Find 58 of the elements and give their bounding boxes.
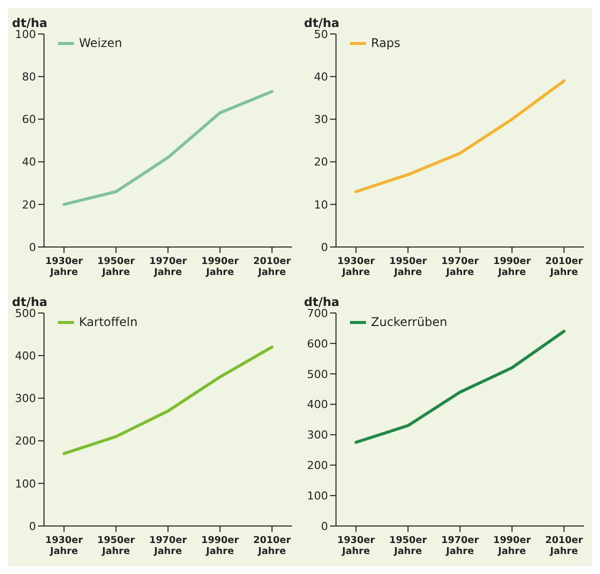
y-tick-label: 400 bbox=[15, 350, 36, 363]
y-tick-label: 50 bbox=[314, 28, 328, 41]
x-tick-label: 1930er Jahre bbox=[337, 256, 376, 278]
y-tick-label: 200 bbox=[15, 434, 36, 448]
line-series bbox=[354, 330, 566, 444]
x-tick-label: 1990er Jahre bbox=[201, 535, 240, 557]
x-tick-label: 1930er Jahre bbox=[337, 535, 376, 557]
y-tick-label: 40 bbox=[314, 70, 328, 84]
y-axis-title: dt/ha bbox=[12, 16, 48, 30]
x-tick-label: 1970er Jahre bbox=[149, 256, 188, 278]
y-axis-title: dt/ha bbox=[304, 16, 340, 30]
legend-label: Raps bbox=[371, 36, 400, 50]
x-tick-label: 1950er Jahre bbox=[97, 256, 136, 278]
y-tick-label: 500 bbox=[15, 306, 36, 320]
x-tick-label: 2010er Jahre bbox=[545, 256, 584, 278]
x-tick-label: 1930er Jahre bbox=[45, 256, 84, 278]
y-tick-label: 600 bbox=[307, 337, 328, 350]
x-tick-label: 1970er Jahre bbox=[149, 535, 188, 557]
y-tick-label: 0 bbox=[29, 240, 36, 254]
y-tick-label: 30 bbox=[314, 113, 328, 126]
y-axis-title: dt/ha bbox=[304, 295, 340, 309]
x-tick-label: 2010er Jahre bbox=[545, 535, 584, 557]
line-series bbox=[62, 90, 274, 206]
y-tick-label: 20 bbox=[22, 198, 36, 212]
legend-label: Zuckerrüben bbox=[371, 315, 448, 329]
y-tick-label: 10 bbox=[314, 198, 328, 212]
legend-label: Kartoffeln bbox=[79, 315, 138, 329]
y-tick-label: 100 bbox=[15, 477, 36, 490]
line-series bbox=[354, 79, 566, 194]
x-tick-label: 1990er Jahre bbox=[493, 535, 532, 557]
legend-label: Weizen bbox=[79, 36, 122, 50]
x-tick-label: 1950er Jahre bbox=[97, 535, 136, 557]
y-tick-label: 0 bbox=[321, 240, 328, 254]
y-axis-title: dt/ha bbox=[12, 295, 48, 309]
x-tick-label: 2010er Jahre bbox=[253, 535, 292, 557]
y-tick-label: 400 bbox=[307, 398, 328, 412]
y-tick-label: 20 bbox=[314, 156, 328, 169]
x-tick-label: 1950er Jahre bbox=[389, 256, 428, 278]
line-series bbox=[62, 346, 274, 456]
y-tick-label: 700 bbox=[307, 306, 328, 320]
y-tick-label: 0 bbox=[321, 520, 328, 533]
y-tick-label: 200 bbox=[307, 459, 328, 472]
y-tick-label: 40 bbox=[22, 156, 36, 169]
x-tick-label: 1990er Jahre bbox=[493, 256, 532, 278]
y-tick-label: 0 bbox=[29, 520, 36, 533]
y-tick-label: 60 bbox=[22, 113, 36, 126]
y-tick-label: 100 bbox=[307, 489, 328, 502]
y-tick-label: 500 bbox=[307, 368, 328, 381]
y-tick-label: 300 bbox=[307, 428, 328, 442]
x-tick-label: 1970er Jahre bbox=[441, 535, 480, 557]
x-tick-label: 1950er Jahre bbox=[389, 535, 428, 557]
x-tick-label: 1990er Jahre bbox=[201, 256, 240, 278]
x-tick-label: 1970er Jahre bbox=[441, 256, 480, 278]
y-tick-label: 100 bbox=[15, 28, 36, 41]
y-tick-label: 80 bbox=[22, 70, 36, 84]
x-tick-label: 1930er Jahre bbox=[45, 535, 84, 557]
x-tick-label: 2010er Jahre bbox=[253, 256, 292, 278]
y-tick-label: 300 bbox=[15, 392, 36, 406]
